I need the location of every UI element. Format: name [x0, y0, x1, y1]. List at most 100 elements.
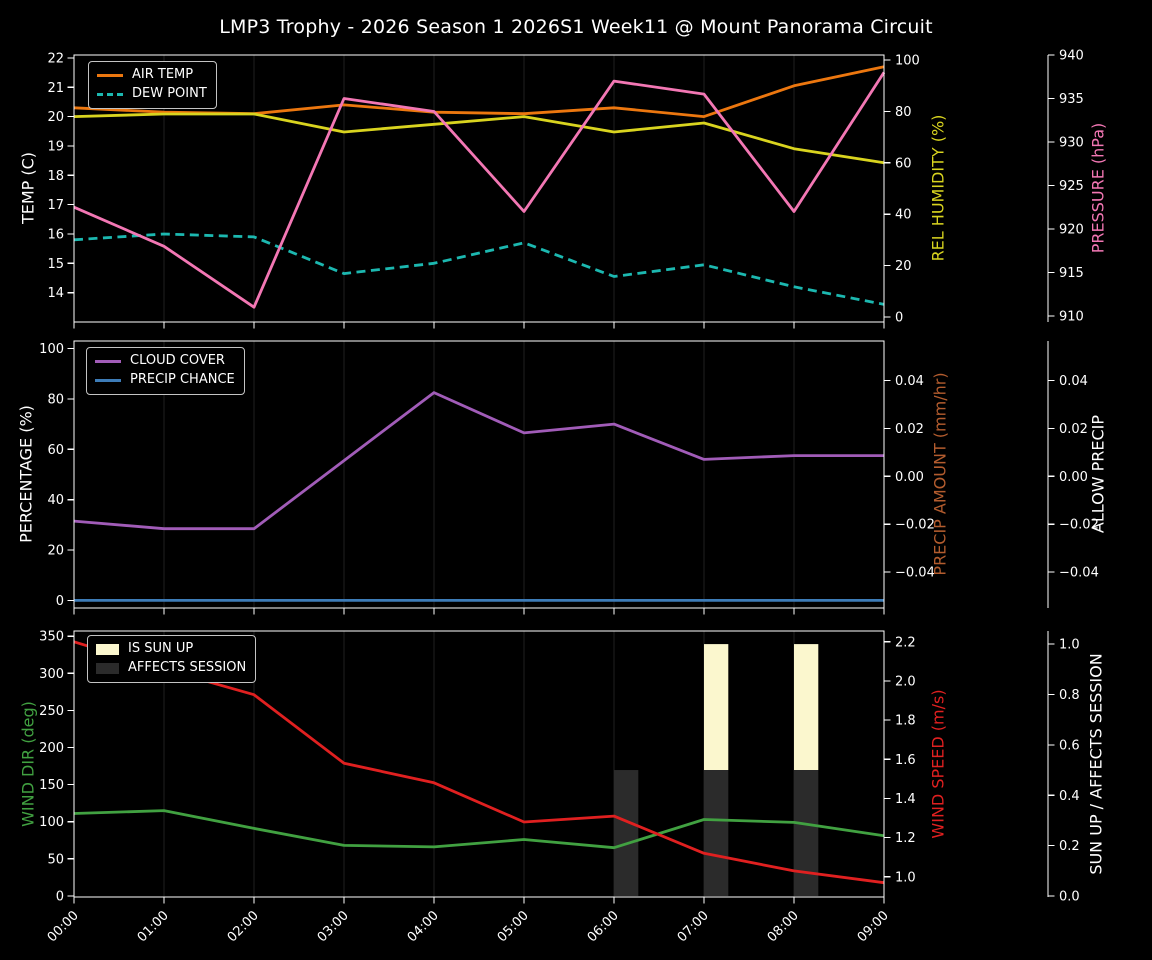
x-tick-label: 03:00: [315, 908, 352, 945]
tick-label: 18: [47, 169, 64, 184]
tick-label: 925: [1059, 179, 1084, 194]
legend-label: CLOUD COVER: [130, 353, 225, 368]
x-tick-label: 02:00: [225, 908, 262, 945]
tick-label: 60: [47, 443, 64, 458]
tick-label: 910: [1059, 309, 1084, 324]
x-tick-label: 01:00: [135, 908, 172, 945]
temperature-legend: AIR TEMP DEW POINT: [88, 61, 217, 109]
legend-entry-is-sun-up: IS SUN UP: [96, 641, 246, 656]
tick-label: −0.04: [895, 566, 935, 581]
tick-label: 22: [47, 51, 64, 66]
wind-dir-line: [73, 809, 885, 850]
cloud-cover-line: [73, 391, 884, 531]
percentage-axis-label: PERCENTAGE (%): [16, 405, 36, 543]
tick-label: 17: [47, 198, 64, 213]
x-tick-label: 00:00: [45, 908, 82, 945]
tick-label: 2.0: [895, 674, 916, 689]
precip-amount-axis-label: PRECIP AMOUNT (mm/hr): [930, 372, 950, 576]
tick-label: 0.8: [1059, 688, 1080, 703]
figure-title: LMP3 Trophy - 2026 Season 1 2026S1 Week1…: [219, 16, 933, 38]
legend-label: DEW POINT: [132, 86, 207, 102]
tick-label: 0.00: [1059, 470, 1088, 485]
tick-label: 0: [895, 310, 903, 325]
tick-label: 80: [895, 105, 912, 120]
is-sun-up-patch-swatch: [96, 643, 119, 655]
pressure-line: [73, 71, 886, 309]
tick-label: 920: [1059, 222, 1084, 237]
tick-label: 940: [1059, 49, 1084, 64]
tick-label: 19: [47, 140, 64, 155]
tick-label: 0.02: [895, 422, 924, 437]
legend-entry-cloud-cover: CLOUD COVER: [95, 353, 235, 368]
legend-label: AIR TEMP: [132, 67, 194, 82]
tick-label: 20: [895, 259, 912, 274]
legend-label: PRECIP CHANCE: [130, 372, 235, 388]
tick-label: 50: [47, 852, 64, 867]
tick-label: 200: [39, 741, 64, 756]
legend-label: AFFECTS SESSION: [128, 660, 247, 676]
tick-label: 1.8: [895, 714, 916, 729]
pressure-axis-label: PRESSURE (hPa): [1088, 122, 1108, 254]
tick-label: 250: [39, 704, 64, 719]
tick-label: 150: [39, 778, 64, 793]
plot-box: [73, 630, 885, 898]
tick-label: 21: [47, 81, 64, 96]
tick-label: 0.2: [1059, 839, 1080, 854]
tick-label: −0.02: [1059, 518, 1099, 533]
legend-entry-dew-point: DEW POINT: [97, 86, 207, 102]
tick-label: 0.00: [895, 470, 924, 485]
tick-label: 80: [47, 392, 64, 407]
tick-label: 0.4: [1059, 789, 1080, 804]
tick-label: 0.04: [1059, 374, 1088, 389]
tick-label: 0.0: [1059, 890, 1080, 905]
tick-label: 100: [39, 815, 64, 830]
tick-label: 0.02: [1059, 422, 1088, 437]
rel-humidity-line: [73, 112, 885, 165]
wind-legend: IS SUN UP AFFECTS SESSION: [87, 635, 257, 683]
tick-label: 930: [1059, 136, 1084, 151]
allow-precip-axis-label: ALLOW PRECIP: [1088, 414, 1108, 534]
legend-label: IS SUN UP: [128, 641, 194, 656]
tick-label: 0: [56, 594, 64, 609]
is-sun-up-bar: [704, 644, 729, 771]
tick-label: 16: [47, 228, 64, 243]
air-temp-line-swatch: [97, 73, 123, 77]
tick-label: 20: [47, 544, 64, 559]
tick-label: 100: [39, 342, 64, 357]
temp-axis-label: TEMP (C): [18, 151, 38, 225]
x-tick-label: 06:00: [585, 908, 622, 945]
tick-label: 0.6: [1059, 738, 1080, 753]
tick-label: 1.2: [895, 831, 916, 846]
tick-label: 40: [47, 493, 64, 508]
plot-box: [73, 340, 885, 609]
tick-label: −0.02: [895, 518, 935, 533]
x-tick-label: 09:00: [855, 908, 892, 945]
tick-label: 1.0: [1059, 638, 1080, 653]
sun-up-affects-session-axis-label: SUN UP / AFFECTS SESSION: [1086, 653, 1106, 875]
tick-label: 915: [1059, 266, 1084, 281]
plot-box: [73, 54, 885, 323]
tick-label: 15: [47, 257, 64, 272]
legend-entry-air-temp: AIR TEMP: [97, 67, 207, 82]
tick-label: 2.2: [895, 635, 916, 650]
tick-label: 40: [895, 208, 912, 223]
legend-entry-precip-chance: PRECIP CHANCE: [95, 372, 235, 388]
tick-label: 0.04: [895, 374, 924, 389]
tick-label: 935: [1059, 92, 1084, 107]
tick-label: 1.6: [895, 753, 916, 768]
precip-chance-line-swatch: [95, 378, 121, 382]
affects-session-bar: [794, 770, 819, 896]
cloud-cover-line-swatch: [95, 359, 121, 363]
wind-speed-axis-label: WIND SPEED (m/s): [928, 689, 948, 839]
affects-session-bar: [614, 770, 639, 896]
legend-entry-affects-session: AFFECTS SESSION: [96, 660, 247, 676]
tick-label: 1.0: [895, 870, 916, 885]
dew-point-line: [73, 232, 885, 306]
tick-label: −0.04: [1059, 566, 1099, 581]
tick-label: 60: [895, 156, 912, 171]
rel-humidity-axis-label: REL HUMIDITY (%): [928, 114, 948, 262]
tick-label: 0: [56, 889, 64, 904]
tick-label: 300: [39, 667, 64, 682]
